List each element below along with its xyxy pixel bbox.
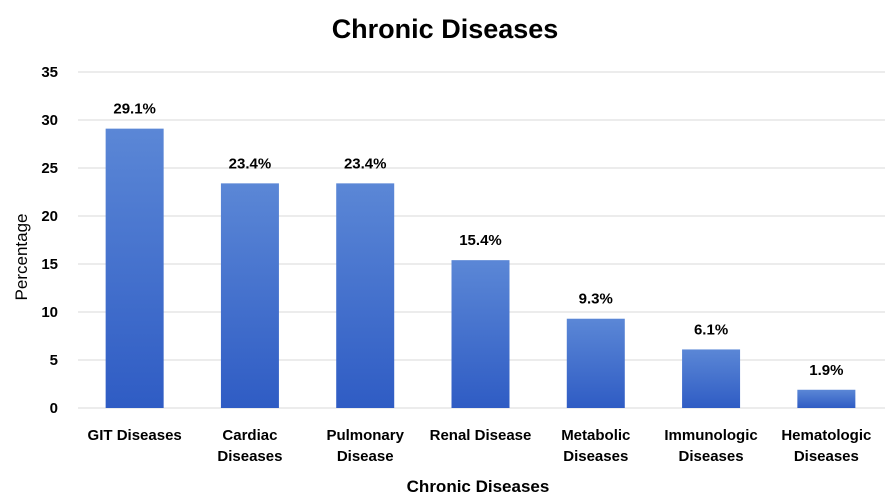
x-axis-label: Chronic Diseases <box>407 477 550 496</box>
bar <box>336 183 395 408</box>
bar <box>566 318 625 408</box>
bar <box>682 349 741 408</box>
bar <box>105 128 164 408</box>
y-tick-label: 30 <box>41 112 58 129</box>
data-label: 23.4% <box>344 155 387 172</box>
bar <box>220 183 279 408</box>
y-tick-label: 10 <box>41 304 58 321</box>
bar <box>797 389 856 408</box>
category-labels: GIT Diseases Cardiac Diseases Pulmonary Dise… <box>88 427 872 465</box>
y-tick-label: 35 <box>41 64 58 81</box>
y-tick-label: 0 <box>50 400 58 417</box>
y-tick-label: 5 <box>50 352 58 369</box>
category-label: Renal Disease <box>430 427 532 444</box>
y-tick-label: 25 <box>41 160 58 177</box>
category-label: Metabolic Diseases <box>561 427 630 465</box>
data-label: 6.1% <box>694 321 728 338</box>
y-tick-label: 20 <box>41 208 58 225</box>
bars <box>105 128 856 408</box>
category-label: Cardiac Diseases <box>217 427 282 465</box>
y-tick-labels: 0 5 10 15 20 25 30 35 <box>41 64 58 417</box>
data-labels: 29.1% 23.4% 23.4% 15.4% 9.3% 6.1% 1.9% <box>113 101 843 379</box>
data-label: 15.4% <box>459 232 502 249</box>
bar <box>451 260 510 408</box>
data-label: 23.4% <box>229 155 272 172</box>
category-label: Pulmonary Disease <box>326 427 404 465</box>
data-label: 29.1% <box>113 101 156 118</box>
category-label: GIT Diseases <box>88 427 182 444</box>
chart-title: Chronic Diseases <box>332 14 559 44</box>
data-label: 9.3% <box>579 291 613 308</box>
category-label: Immunologic Diseases <box>664 427 757 465</box>
y-tick-label: 15 <box>41 256 58 273</box>
data-label: 1.9% <box>809 362 843 379</box>
category-label: Hematologic Diseases <box>781 427 871 465</box>
y-axis-label: Percentage <box>12 214 31 301</box>
